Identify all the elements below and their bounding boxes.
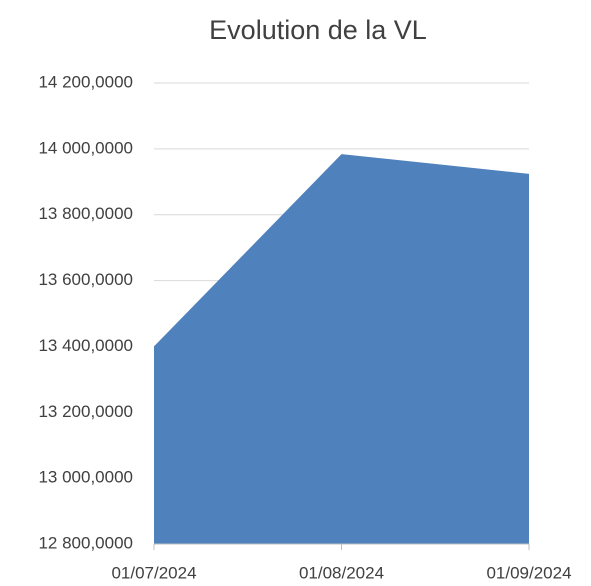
y-tick-label: 13 000,0000 (38, 468, 133, 487)
y-tick-label: 13 800,0000 (38, 204, 133, 223)
area (154, 154, 529, 544)
x-tick-label: 01/09/2024 (486, 563, 571, 582)
y-tick-label: 13 400,0000 (38, 336, 133, 355)
y-tick-label: 13 200,0000 (38, 402, 133, 421)
y-tick-label: 12 800,0000 (38, 533, 133, 552)
chart-title: Evolution de la VL (209, 15, 427, 45)
y-tick-label: 14 000,0000 (38, 138, 133, 157)
y-tick-label: 14 200,0000 (38, 72, 133, 91)
x-tick-label: 01/07/2024 (111, 563, 196, 582)
x-tick-label: 01/08/2024 (299, 563, 384, 582)
y-tick-label: 13 600,0000 (38, 270, 133, 289)
